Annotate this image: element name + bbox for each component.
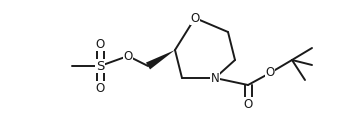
- Text: O: O: [95, 81, 104, 95]
- Text: O: O: [265, 67, 275, 79]
- Text: O: O: [190, 11, 200, 25]
- Text: O: O: [243, 98, 253, 110]
- Text: S: S: [96, 60, 104, 72]
- Polygon shape: [146, 50, 175, 69]
- Text: O: O: [95, 37, 104, 51]
- Text: N: N: [211, 72, 219, 84]
- Text: O: O: [124, 50, 133, 62]
